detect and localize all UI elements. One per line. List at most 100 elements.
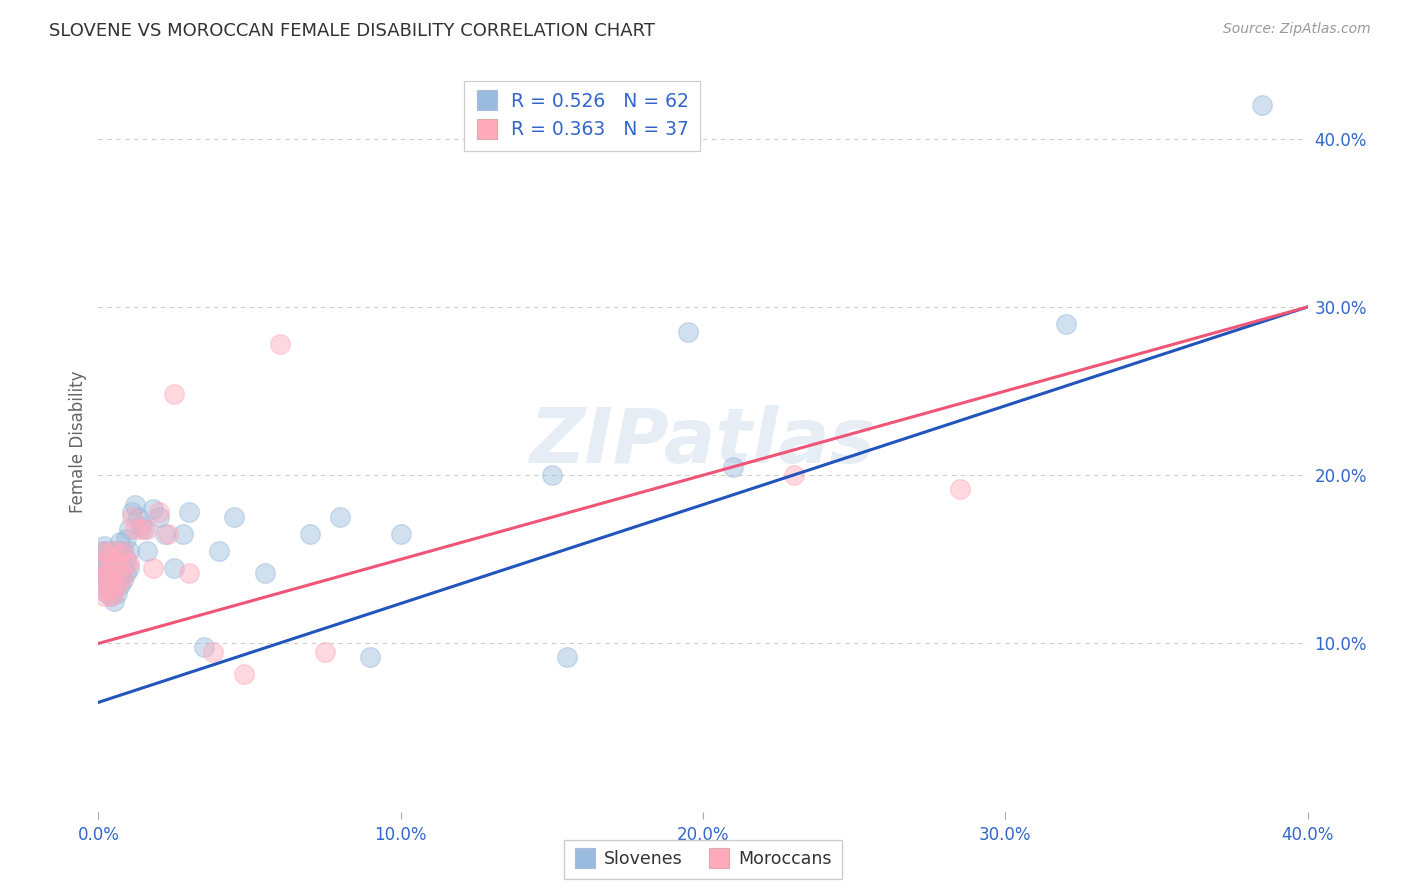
Point [100,552,122,566]
Point [103,544,125,558]
Point [100,590,122,604]
Point [108,573,131,587]
Point [179,505,201,519]
Point [93,566,115,580]
Point [114,532,136,546]
Point [156,527,179,541]
Point [949,482,972,496]
Point [1054,317,1077,331]
Point [103,594,125,608]
Point [96,586,118,600]
Point [314,645,336,659]
Text: ZIPatlas: ZIPatlas [530,405,876,478]
Point [108,577,131,591]
Point [90,569,112,583]
Point [299,527,322,541]
Point [114,552,136,566]
Point [329,510,352,524]
Point [111,573,134,587]
Point [108,566,131,580]
Point [90,544,112,558]
Point [100,590,122,604]
Point [100,566,122,580]
Point [93,590,115,604]
Point [105,573,128,587]
Text: Source: ZipAtlas.com: Source: ZipAtlas.com [1223,22,1371,37]
Point [96,573,118,587]
Point [179,566,201,580]
Legend: Slovenes, Moroccans: Slovenes, Moroccans [564,840,842,879]
Point [96,566,118,580]
Point [93,569,115,583]
Point [103,552,125,566]
Point [389,527,412,541]
Legend: R = 0.526   N = 62, R = 0.363   N = 37: R = 0.526 N = 62, R = 0.363 N = 37 [464,81,700,151]
Point [103,566,125,580]
Point [783,468,806,483]
Point [105,556,128,570]
Point [163,387,186,401]
Point [111,569,134,583]
Point [269,337,291,351]
Point [148,510,170,524]
Point [172,527,194,541]
Text: SLOVENE VS MOROCCAN FEMALE DISABILITY CORRELATION CHART: SLOVENE VS MOROCCAN FEMALE DISABILITY CO… [49,22,655,40]
Point [135,522,157,536]
Point [90,560,112,574]
Point [96,582,118,597]
Point [129,518,152,533]
Point [676,325,699,339]
Point [93,577,115,591]
Point [118,560,141,574]
Point [555,649,578,664]
Point [163,560,186,574]
Point [93,552,115,566]
Point [148,505,170,519]
Point [118,556,141,570]
Point [100,552,122,566]
Point [114,566,136,580]
Point [108,547,131,561]
Point [105,577,128,591]
Y-axis label: Female Disability: Female Disability [69,370,87,513]
Point [132,522,155,536]
Point [108,535,131,549]
Point [1251,98,1274,112]
Point [118,544,141,558]
Point [121,505,143,519]
Point [142,560,165,574]
Point [129,522,152,536]
Point [111,544,134,558]
Point [96,560,118,574]
Point [360,649,382,664]
Point [193,640,215,654]
Point [100,573,122,587]
Point [232,666,254,681]
Point [111,560,134,574]
Point [142,501,165,516]
Point [105,560,128,574]
Point [105,586,128,600]
Point [253,566,276,580]
Point [103,586,125,600]
Point [108,552,131,566]
Point [153,527,176,541]
Point [124,522,146,536]
Point [103,569,125,583]
Point [121,510,143,524]
Point [111,544,134,558]
Point [202,645,225,659]
Point [135,544,157,558]
Point [124,499,146,513]
Point [100,577,122,591]
Point [93,544,115,558]
Point [224,510,246,524]
Point [540,468,562,483]
Point [127,510,149,524]
Point [208,544,231,558]
Point [96,547,118,561]
Point [96,544,118,558]
Point [105,544,128,558]
Point [118,522,141,536]
Point [90,556,112,570]
